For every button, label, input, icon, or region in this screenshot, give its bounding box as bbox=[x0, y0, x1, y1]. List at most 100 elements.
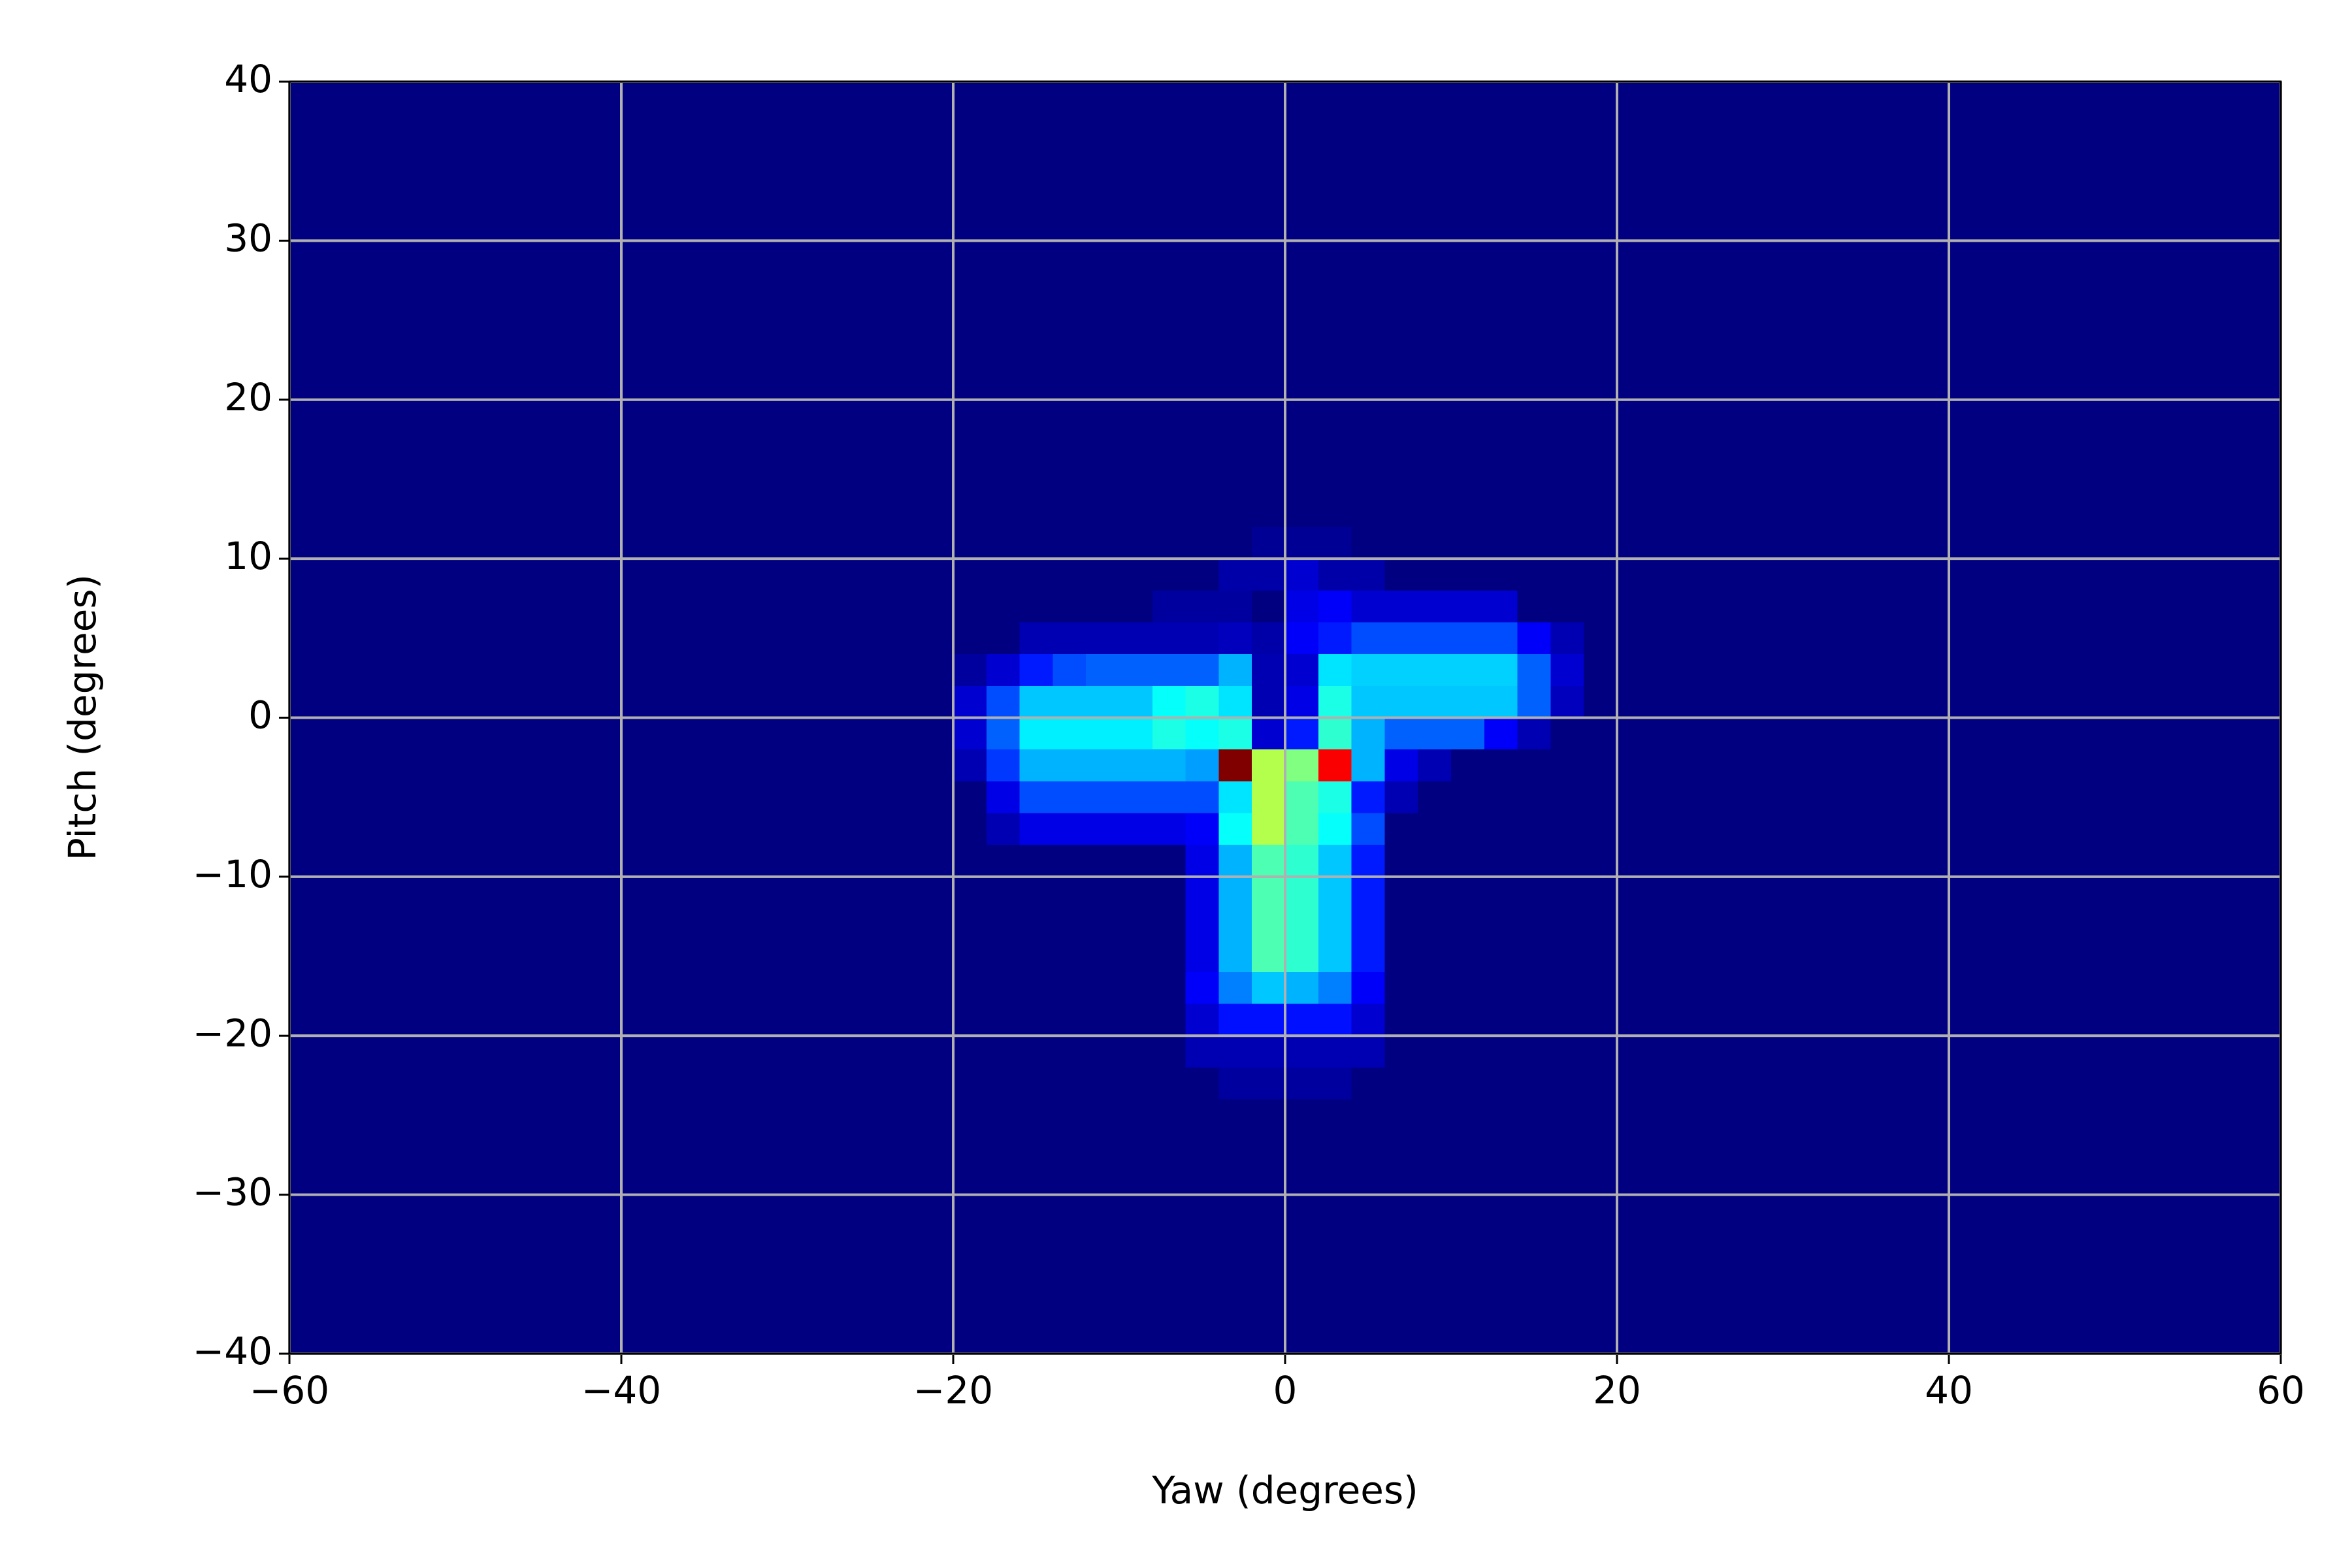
heat-cell bbox=[920, 717, 954, 750]
heat-cell bbox=[1086, 1036, 1120, 1068]
heat-cell bbox=[1119, 590, 1153, 623]
heat-cell bbox=[1650, 781, 1684, 814]
heat-cell bbox=[1218, 749, 1252, 782]
x-tick-label: 20 bbox=[1593, 1368, 1641, 1413]
heat-cell bbox=[887, 813, 921, 845]
heat-cell bbox=[1119, 527, 1153, 559]
heat-cell bbox=[1484, 685, 1518, 718]
heat-cell bbox=[1318, 876, 1352, 909]
heat-cell bbox=[1418, 1004, 1452, 1036]
heat-cell bbox=[1550, 749, 1584, 782]
heat-cell bbox=[1218, 1036, 1252, 1068]
heat-cell bbox=[1053, 845, 1086, 877]
heat-cell bbox=[1384, 590, 1418, 623]
heat-cell bbox=[1185, 559, 1219, 591]
heat-cell bbox=[1152, 749, 1186, 782]
heat-cell bbox=[1218, 590, 1252, 623]
heat-cell bbox=[1019, 972, 1053, 1005]
heat-cell bbox=[1617, 685, 1651, 718]
heat-cell bbox=[1019, 622, 1053, 655]
heat-cell bbox=[1617, 1099, 1651, 1132]
heat-cell bbox=[1252, 1099, 1286, 1132]
heat-cell bbox=[1517, 717, 1551, 750]
heat-cell bbox=[887, 1067, 921, 1100]
heat-cell bbox=[986, 654, 1021, 687]
heat-cell bbox=[1517, 654, 1551, 687]
heat-cell bbox=[1086, 1099, 1120, 1132]
heat-cell bbox=[1185, 781, 1219, 814]
heat-cell bbox=[1185, 749, 1219, 782]
heat-cell bbox=[1252, 972, 1286, 1005]
heat-cell bbox=[1384, 717, 1418, 750]
heat-cell bbox=[1418, 940, 1452, 973]
heat-cell bbox=[1053, 654, 1086, 687]
heat-cell bbox=[1019, 876, 1053, 909]
heat-cell bbox=[1119, 813, 1153, 845]
heat-cell bbox=[1252, 940, 1286, 973]
heat-cell bbox=[1252, 781, 1286, 814]
heat-cell bbox=[887, 781, 921, 814]
heat-cell bbox=[1384, 685, 1418, 718]
heat-cell bbox=[1650, 527, 1684, 559]
heat-cell bbox=[1384, 654, 1418, 687]
heat-cell bbox=[986, 622, 1021, 655]
heat-cell bbox=[1019, 559, 1053, 591]
heat-cell bbox=[953, 717, 987, 750]
heat-cell bbox=[1252, 590, 1286, 623]
heat-cell bbox=[1351, 717, 1385, 750]
heat-cell bbox=[1019, 1036, 1053, 1068]
heat-cell bbox=[1285, 940, 1319, 973]
heat-cell bbox=[1351, 845, 1385, 877]
heat-cell bbox=[1484, 654, 1518, 687]
heat-cell bbox=[1418, 813, 1452, 845]
heat-cell bbox=[1086, 527, 1120, 559]
heat-cell bbox=[1384, 559, 1418, 591]
heat-cell bbox=[1484, 559, 1518, 591]
heat-cell bbox=[1650, 972, 1684, 1005]
heat-cell bbox=[1550, 972, 1584, 1005]
heat-cell bbox=[1152, 781, 1186, 814]
heat-cell bbox=[1451, 1004, 1485, 1036]
heat-cell bbox=[1252, 685, 1286, 718]
heat-cell bbox=[1053, 622, 1086, 655]
heat-cell bbox=[1318, 781, 1352, 814]
heat-cell bbox=[1351, 622, 1385, 655]
heat-cell bbox=[1650, 685, 1684, 718]
x-tick-label: 40 bbox=[1925, 1368, 1973, 1413]
heat-cell bbox=[1152, 813, 1186, 845]
heat-cell bbox=[1418, 781, 1452, 814]
heat-cell bbox=[1617, 876, 1651, 909]
heat-cell bbox=[887, 1099, 921, 1132]
heat-cell bbox=[1019, 845, 1053, 877]
heat-cell bbox=[986, 845, 1021, 877]
heat-cell bbox=[1218, 685, 1252, 718]
heat-cell bbox=[1650, 559, 1684, 591]
heat-cell bbox=[986, 559, 1021, 591]
heat-cell bbox=[1318, 1004, 1352, 1036]
heat-cell bbox=[1086, 749, 1120, 782]
heat-cell bbox=[1019, 749, 1053, 782]
heat-cell bbox=[1650, 845, 1684, 877]
heat-cell bbox=[1119, 972, 1153, 1005]
heat-cell bbox=[920, 749, 954, 782]
heat-cell bbox=[1617, 972, 1651, 1005]
heat-cell bbox=[1285, 590, 1319, 623]
heat-cell bbox=[1351, 1004, 1385, 1036]
heat-cell bbox=[1650, 908, 1684, 941]
heat-cell bbox=[1650, 717, 1684, 750]
heat-cell bbox=[1053, 781, 1086, 814]
heat-cell bbox=[1617, 781, 1651, 814]
heat-cell bbox=[1218, 559, 1252, 591]
heat-cell bbox=[920, 1004, 954, 1036]
heat-cell bbox=[1318, 1036, 1352, 1068]
heat-cell bbox=[1451, 590, 1485, 623]
heat-cell bbox=[953, 908, 987, 941]
heat-cell bbox=[1053, 940, 1086, 973]
heat-cell bbox=[1517, 940, 1551, 973]
heat-cell bbox=[1019, 685, 1053, 718]
heat-cell bbox=[1252, 1004, 1286, 1036]
heat-cell bbox=[1285, 1099, 1319, 1132]
heat-cell bbox=[1451, 622, 1485, 655]
heat-cell bbox=[1650, 749, 1684, 782]
heat-cell bbox=[1119, 1004, 1153, 1036]
